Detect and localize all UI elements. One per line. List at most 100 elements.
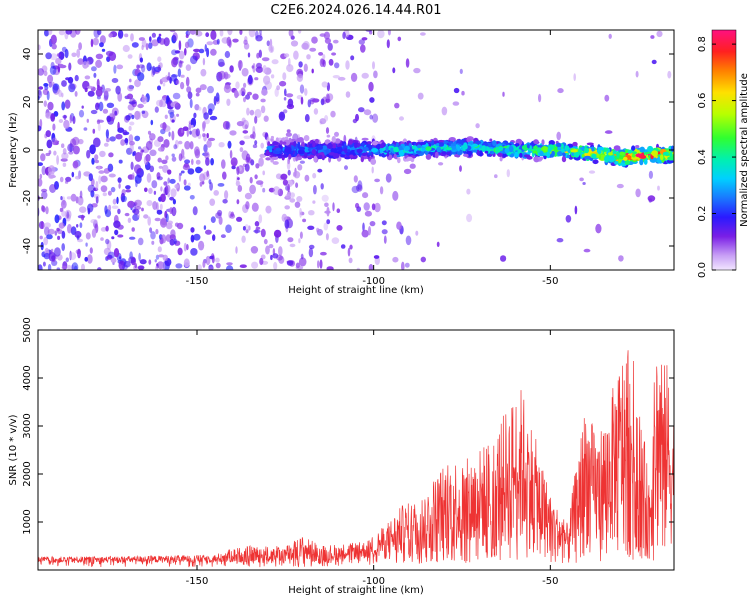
- spectrogram-signal-cell: [542, 146, 549, 151]
- spectrogram-signal-cell: [608, 155, 615, 163]
- spectrogram-noise-cell: [134, 263, 137, 269]
- spectrogram-noise-cell: [307, 225, 315, 230]
- spectrogram-noise-cell: [342, 31, 346, 39]
- spectrogram-noise-cell: [132, 209, 136, 213]
- spectrogram-noise-cell: [362, 222, 365, 232]
- spectrogram-signal-cell: [613, 145, 621, 151]
- spectrogram-signal-cell: [356, 148, 363, 154]
- spectrogram-signal-cell: [474, 140, 482, 145]
- spectrogram-noise-cell: [417, 92, 424, 100]
- spectrogram-noise-cell: [129, 121, 135, 126]
- spectrogram-noise-cell: [53, 150, 57, 156]
- spectrogram-noise-cell: [298, 257, 307, 267]
- spectrogram-signal-cell: [370, 158, 377, 165]
- spectrogram-noise-cell: [326, 219, 331, 225]
- spectrogram-noise-cell: [396, 221, 402, 230]
- spectrogram-noise-cell: [202, 57, 206, 66]
- spectrogram-noise-cell: [203, 112, 209, 120]
- spectrogram-noise-cell: [230, 211, 234, 217]
- spectrogram-noise-cell: [61, 152, 69, 160]
- spectrogram-signal-cell: [279, 140, 283, 145]
- spectrogram-noise-cell: [265, 205, 272, 214]
- spectrogram-signal-cell: [312, 142, 316, 148]
- spectrogram-signal-cell: [557, 151, 563, 157]
- spectrogram-noise-cell: [47, 30, 53, 35]
- spectrogram-signal-cell: [564, 145, 570, 152]
- spectrogram-noise-cell: [438, 162, 444, 166]
- spectrogram-noise-cell: [249, 176, 253, 184]
- spectrogram-noise-cell: [206, 139, 212, 148]
- spectrogram-noise-cell: [362, 192, 369, 199]
- spectrogram-signal-cell: [361, 137, 369, 141]
- spectrogram-noise-cell: [262, 170, 266, 176]
- spectrogram-noise-cell: [657, 185, 660, 191]
- snr-y-tick-label: 3000: [22, 413, 33, 438]
- colorbar-tick-label: 0.0: [697, 262, 708, 278]
- spectrogram-noise-cell: [379, 186, 384, 195]
- spectrogram-noise-cell: [420, 256, 426, 263]
- spectrogram-signal-cell: [293, 141, 297, 147]
- spectrogram-noise-cell: [289, 192, 295, 199]
- spectrogram-noise-cell: [284, 219, 290, 229]
- spectrogram-noise-cell: [363, 202, 370, 211]
- spectrogram-noise-cell: [114, 229, 119, 236]
- spectrogram-noise-cell: [272, 253, 279, 259]
- spectrogram-noise-cell: [141, 95, 148, 105]
- spectrogram-noise-cell: [373, 70, 378, 79]
- spectrogram-noise-cell: [190, 248, 198, 256]
- spectrogram-noise-cell: [199, 84, 207, 91]
- spectrogram-signal-cell: [309, 154, 315, 159]
- spectrogram-noise-cell: [145, 140, 153, 151]
- spectrogram-noise-cell: [148, 259, 152, 265]
- spectrogram-signal-cell: [472, 143, 479, 147]
- spectrogram-noise-cell: [294, 201, 301, 208]
- spectrogram-noise-cell: [167, 192, 171, 198]
- spectrogram-signal-cell: [623, 156, 628, 161]
- spectrogram-noise-cell: [209, 115, 218, 121]
- spectrogram-noise-cell: [86, 85, 94, 89]
- spectrogram-noise-cell: [160, 97, 167, 108]
- spectrogram-noise-cell: [88, 173, 94, 182]
- spectrogram-signal-cell: [643, 158, 648, 165]
- spectrogram-noise-cell: [105, 137, 110, 143]
- spectrogram-noise-cell: [323, 31, 330, 40]
- spectrogram-noise-cell: [149, 227, 153, 233]
- spectrogram-signal-cell: [349, 154, 354, 158]
- spectrogram-noise-cell: [49, 184, 57, 193]
- spectrogram-noise-cell: [93, 30, 100, 38]
- spectrogram-noise-cell: [557, 88, 564, 94]
- spectrogram-signal-cell: [425, 146, 432, 151]
- spectrogram-noise-cell: [157, 64, 161, 71]
- spectrogram-noise-cell: [177, 247, 183, 256]
- spectrogram-noise-cell: [92, 37, 99, 46]
- spectrogram-noise-cell: [254, 221, 260, 227]
- spectrogram-noise-cell: [303, 63, 308, 72]
- spectrogram-noise-cell: [194, 104, 200, 111]
- spectrogram-noise-cell: [45, 112, 52, 119]
- spectrogram-noise-cell: [115, 85, 121, 95]
- spectrogram-noise-cell: [647, 195, 656, 202]
- spectrogram-signal-cell: [334, 138, 341, 144]
- spectrogram-noise-cell: [282, 72, 287, 81]
- spectrogram-noise-cell: [273, 261, 278, 270]
- spectrogram-noise-cell: [324, 37, 331, 44]
- spectrogram-noise-cell: [202, 260, 206, 268]
- spectrogram-noise-cell: [56, 155, 59, 165]
- spectrogram-noise-cell: [167, 169, 172, 175]
- spectrogram-noise-cell: [369, 97, 375, 103]
- spectrogram-noise-cell: [245, 94, 251, 100]
- spectrogram-noise-cell: [100, 237, 104, 241]
- spectrogram-noise-cell: [374, 202, 381, 213]
- spectrogram-noise-cell: [387, 30, 391, 36]
- spectrogram-noise-cell: [198, 106, 202, 111]
- spectrogram-noise-cell: [116, 64, 124, 70]
- spectrogram-noise-cell: [50, 248, 54, 254]
- spectrogram-noise-cell: [360, 44, 366, 53]
- spectrogram-noise-cell: [167, 177, 170, 184]
- spectrogram-noise-cell: [392, 256, 399, 263]
- spectrogram-noise-cell: [188, 122, 192, 131]
- spectrogram-noise-cell: [38, 264, 43, 270]
- spectrogram-noise-cell: [260, 105, 266, 114]
- spectrogram-noise-cell: [134, 79, 141, 88]
